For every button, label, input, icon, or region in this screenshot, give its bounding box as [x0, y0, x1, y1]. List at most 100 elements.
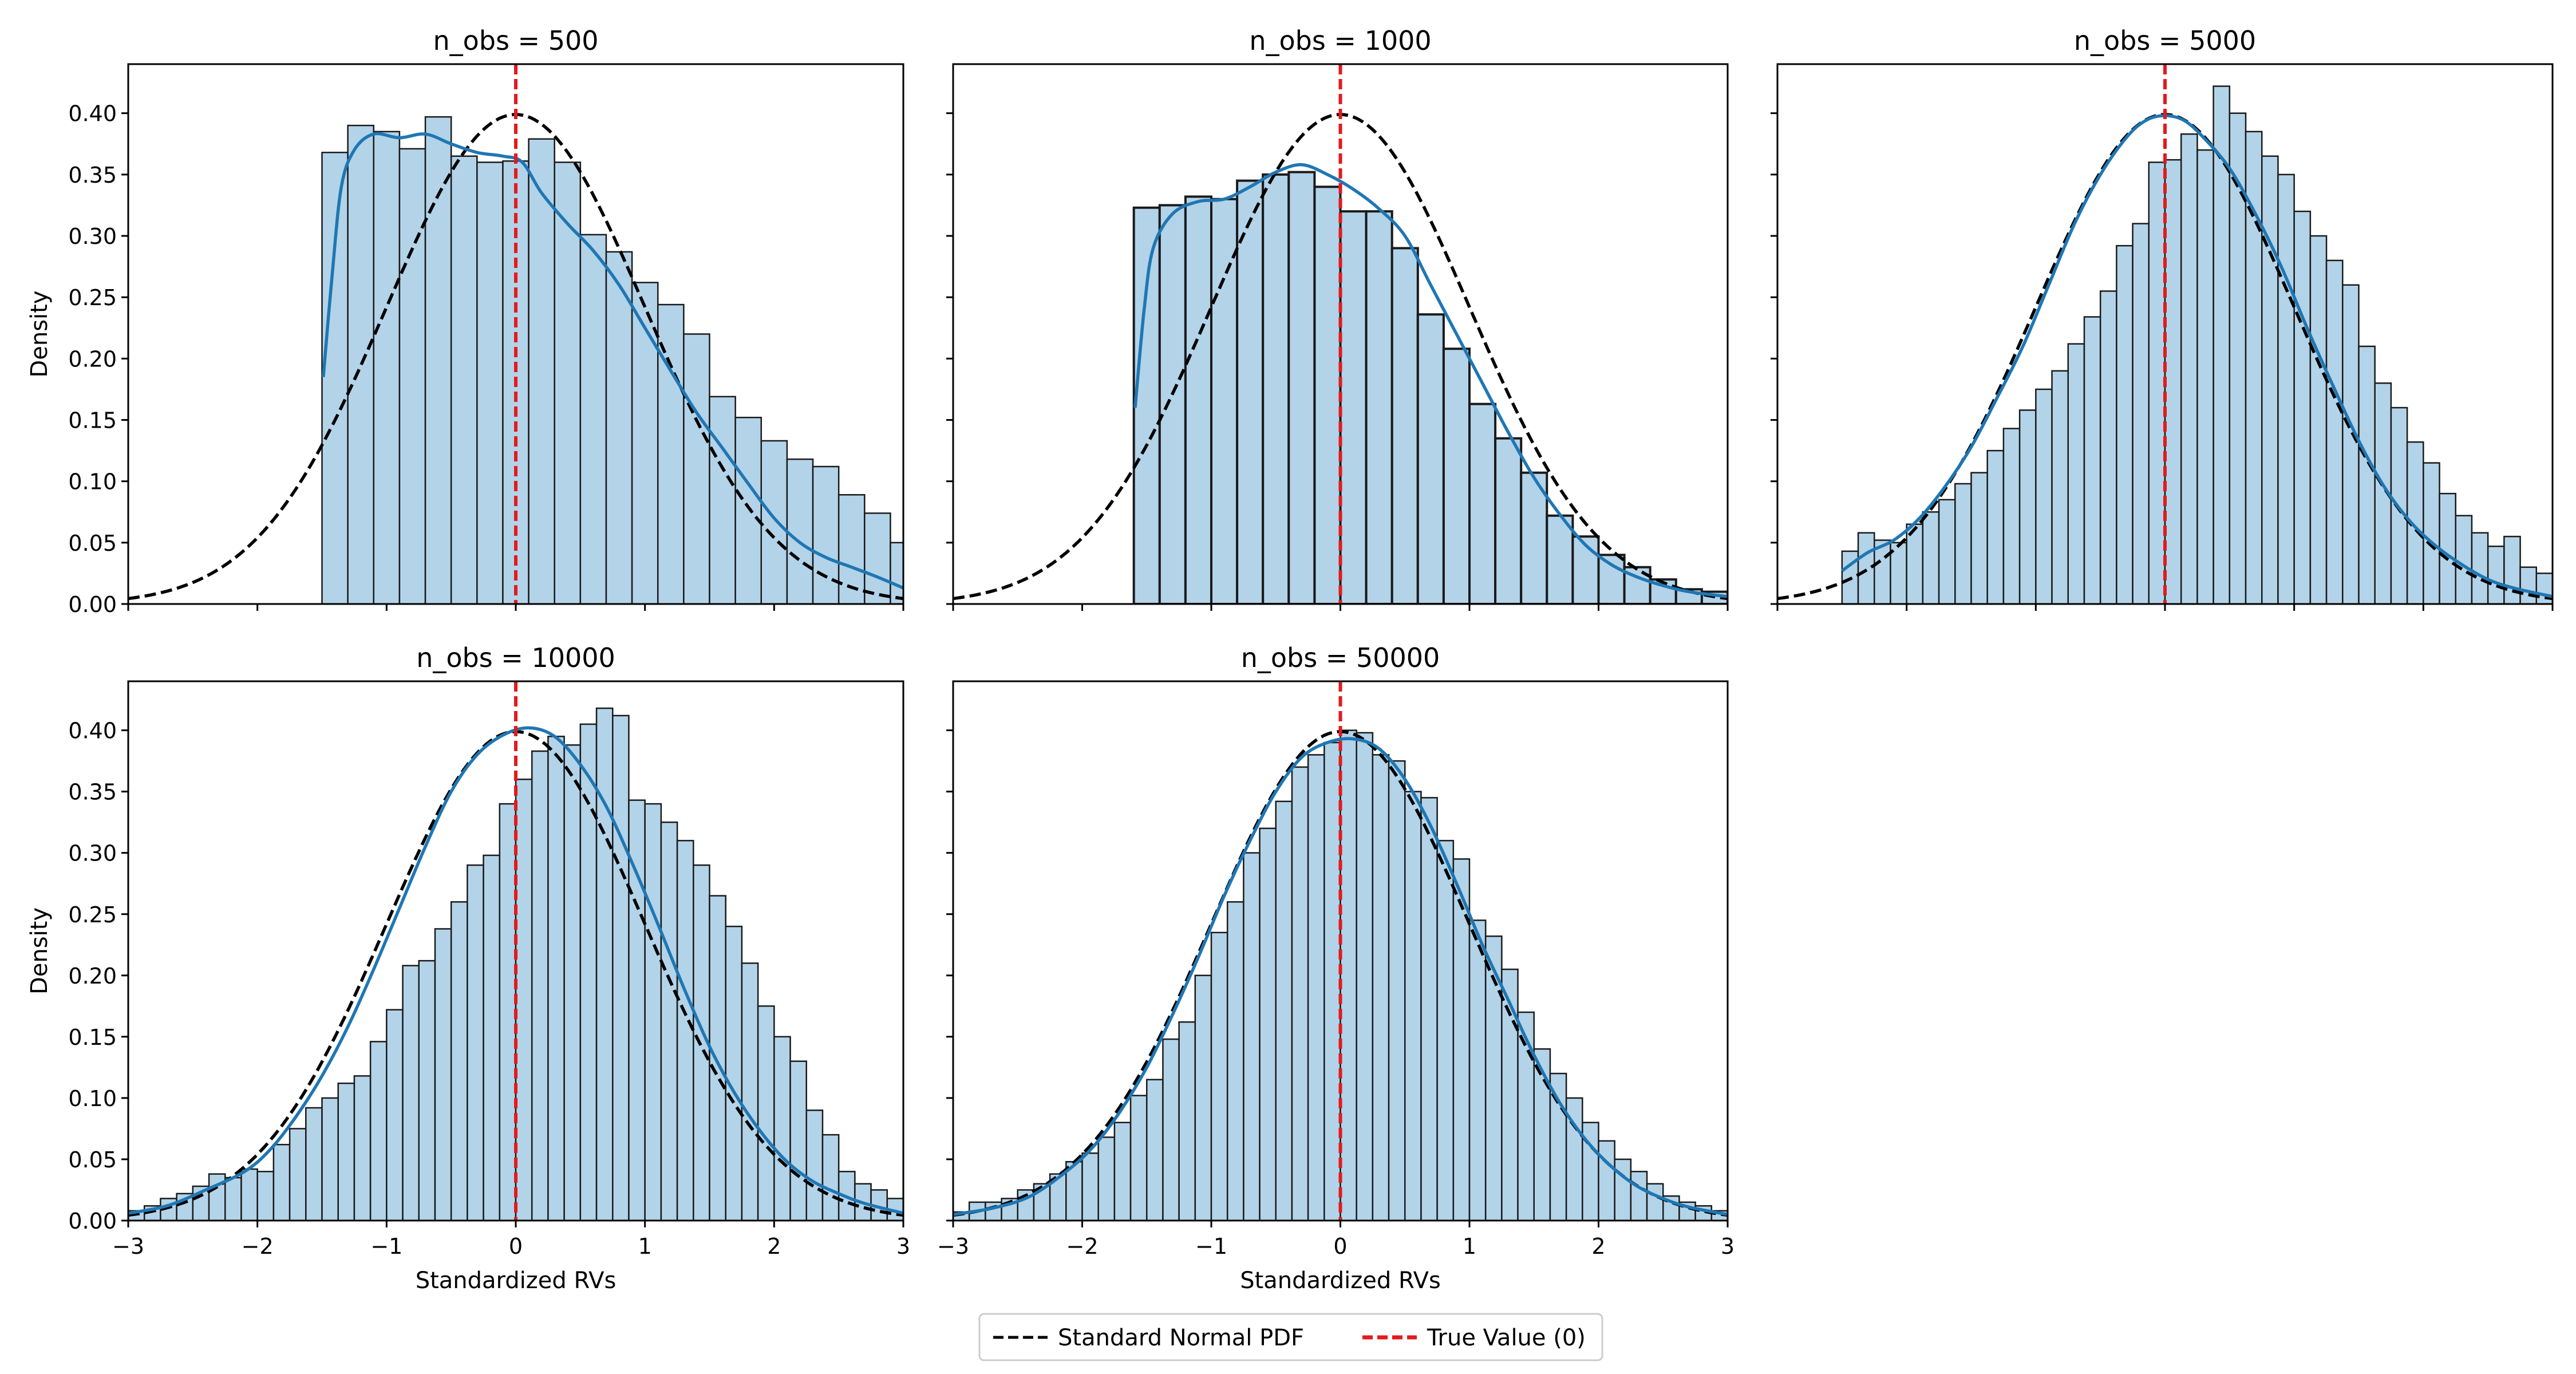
histogram-bar — [812, 465, 840, 604]
kde-line — [1133, 163, 1728, 598]
histogram-bar — [347, 124, 375, 604]
histogram-bar — [2196, 149, 2214, 604]
x-axis-label: Standardized RVs — [1240, 1268, 1441, 1294]
histogram-bar — [434, 928, 452, 1221]
kde-line — [322, 132, 903, 590]
panel-title: n_obs = 500 — [433, 25, 598, 56]
histogram-bar — [563, 744, 582, 1221]
panel-1: 0.00 0.05 0.10 0.15 0.20 0.25 0.30 0.35 0.40 n_ob… — [26, 25, 1045, 617]
histogram-bar — [1162, 1038, 1180, 1221]
histogram-bar — [1630, 1171, 1648, 1221]
histogram-bar — [2471, 532, 2489, 604]
histogram-bar — [1452, 858, 1471, 1221]
x-tick-label: 0 — [1333, 1234, 1347, 1259]
y-tick-label: 0.05 — [68, 531, 117, 556]
histogram-bar — [2116, 244, 2134, 604]
histogram-bar — [450, 155, 478, 604]
histogram-bar — [386, 1009, 404, 1221]
histogram-bar — [1390, 247, 1419, 604]
histogram-bar — [1158, 204, 1187, 604]
histogram-bar — [321, 1097, 339, 1221]
y-axis-label: Density — [26, 907, 53, 994]
plot-area — [128, 64, 1045, 604]
x-tick-label: 1 — [638, 1234, 652, 1259]
histogram-bar — [2325, 259, 2344, 604]
histogram-bar — [1388, 760, 1406, 1221]
y-tick-label: 0.25 — [68, 902, 117, 927]
histogram-bar — [968, 571, 994, 604]
panel-5: −3 −2 −1 0 1 2 3 n_obs = 50000 Standardized RVs — [937, 642, 1735, 1294]
y-tick-label: 0.30 — [68, 224, 117, 249]
histogram-bar — [2519, 566, 2538, 604]
histogram-bar — [476, 161, 504, 604]
histogram-bar — [1262, 173, 1290, 604]
histogram-bar — [1468, 402, 1497, 604]
x-tick-label: −2 — [1066, 1234, 1098, 1259]
histogram-bar — [2261, 155, 2279, 604]
kde-line — [1841, 114, 2553, 598]
histogram-bar — [2132, 223, 2150, 604]
histogram-bar — [515, 779, 533, 1221]
histogram-bar — [1533, 1048, 1551, 1221]
x-tick-label: −2 — [242, 1234, 274, 1259]
histogram-bar — [2018, 409, 2037, 604]
kde-line — [128, 726, 903, 1215]
histogram-bar — [2535, 572, 2553, 604]
histogram-bar — [1291, 766, 1309, 1221]
histogram-bar — [2455, 515, 2473, 604]
y-tick-label: 0.25 — [68, 285, 117, 310]
histogram-bar — [1404, 791, 1422, 1221]
histogram-bar — [1416, 313, 1445, 604]
histogram-bar — [2293, 210, 2312, 604]
histogram-bar — [605, 251, 633, 604]
histogram-bar — [789, 1060, 807, 1221]
histogram-bar — [1184, 195, 1212, 604]
histogram-bar — [483, 854, 501, 1221]
histogram-bar — [321, 152, 349, 604]
histogram-bar — [418, 960, 436, 1221]
histogram-bar — [757, 1005, 775, 1221]
histogram-bar — [734, 416, 762, 604]
histogram-bar — [660, 821, 678, 1221]
histogram-bar — [272, 1144, 291, 1221]
histogram-bar — [985, 1201, 1002, 1221]
histogram-bar — [1275, 800, 1293, 1221]
x-tick-label: 1 — [1463, 1234, 1476, 1259]
y-tick-label: 0.10 — [68, 469, 117, 495]
panel-4: 0.00 0.05 0.10 0.15 0.20 0.25 0.30 0.35 0.40 −3 −2… — [26, 642, 910, 1294]
legend-box — [978, 1313, 1603, 1361]
histogram-bar — [531, 750, 549, 1221]
histogram-bar — [1020, 578, 1045, 604]
y-tick-label: 0.15 — [68, 1025, 117, 1050]
histogram-bar — [1646, 1183, 1664, 1221]
histogram-bar — [1436, 840, 1455, 1221]
kde-line — [953, 737, 1728, 1217]
panel-title: n_obs = 10000 — [416, 642, 615, 673]
histogram-bar — [2164, 159, 2182, 604]
histogram-bar — [1113, 1122, 1132, 1221]
panel-title: n_obs = 1000 — [1249, 25, 1431, 56]
histogram-bar — [1097, 1136, 1116, 1221]
x-tick-label: 0 — [509, 1234, 523, 1259]
histogram-bar — [2002, 428, 2021, 604]
histogram-bar — [1243, 852, 1261, 1221]
histogram-bar — [402, 965, 420, 1221]
histogram-bar — [786, 458, 814, 604]
x-tick-label: 3 — [1721, 1234, 1735, 1259]
y-tick-label: 0.20 — [68, 346, 117, 372]
histogram-bar — [528, 138, 555, 604]
panel-title: n_obs = 5000 — [2074, 25, 2256, 56]
histogram-bar — [1081, 1152, 1099, 1221]
histogram-bar — [890, 542, 903, 604]
panel-title: n_obs = 50000 — [1241, 642, 1440, 673]
histogram-bar — [1484, 935, 1503, 1221]
x-tick-label: −3 — [112, 1234, 144, 1259]
histogram-bar — [1372, 754, 1390, 1221]
histogram-bar — [709, 396, 736, 604]
histogram-bar — [709, 895, 726, 1221]
histogram-bar — [864, 512, 891, 604]
histogram-bar — [398, 148, 426, 604]
histogram-bar — [1132, 206, 1161, 604]
histogram-bar — [1906, 523, 1924, 604]
